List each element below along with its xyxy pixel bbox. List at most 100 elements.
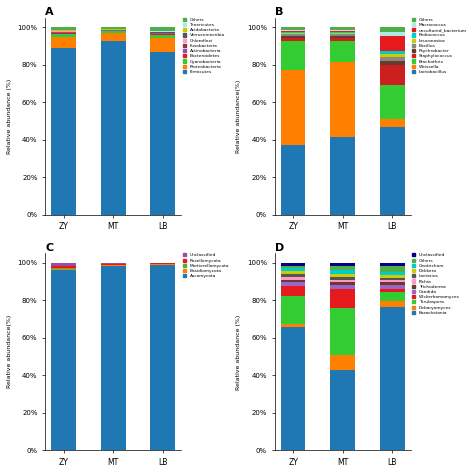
- Bar: [281, 31, 305, 32]
- Bar: [281, 146, 305, 215]
- Legend: Unclassified, Others, Geotrichum, Dekkera, Lactarius, Pichia, Trichoderma, Candi: Unclassified, Others, Geotrichum, Dekker…: [412, 253, 460, 315]
- Bar: [150, 36, 175, 38]
- Bar: [330, 283, 355, 285]
- Bar: [281, 33, 305, 34]
- Y-axis label: Relative abundance (%): Relative abundance (%): [236, 314, 241, 390]
- Bar: [330, 289, 355, 308]
- Bar: [52, 34, 76, 36]
- Bar: [281, 286, 305, 296]
- Bar: [281, 36, 305, 38]
- Bar: [281, 277, 305, 280]
- Bar: [380, 289, 404, 292]
- Text: A: A: [45, 7, 54, 17]
- Bar: [101, 265, 126, 266]
- Text: D: D: [274, 243, 284, 253]
- Bar: [101, 33, 126, 41]
- Y-axis label: Relative abundance (%): Relative abundance (%): [7, 79, 12, 154]
- Bar: [52, 32, 76, 33]
- Bar: [380, 32, 404, 36]
- Bar: [330, 285, 355, 289]
- Bar: [52, 36, 76, 48]
- Bar: [330, 277, 355, 280]
- Bar: [330, 31, 355, 32]
- Bar: [281, 32, 305, 33]
- Bar: [380, 278, 404, 280]
- Bar: [281, 324, 305, 328]
- Bar: [380, 57, 404, 61]
- Bar: [330, 38, 355, 41]
- Bar: [150, 31, 175, 32]
- Bar: [281, 274, 305, 277]
- Bar: [330, 274, 355, 277]
- Y-axis label: Relative abundance(%): Relative abundance(%): [236, 80, 241, 153]
- Bar: [330, 308, 355, 355]
- Bar: [150, 38, 175, 52]
- Bar: [52, 33, 76, 34]
- Bar: [281, 34, 305, 36]
- Bar: [380, 275, 404, 278]
- Bar: [281, 41, 305, 70]
- Bar: [52, 27, 76, 30]
- Bar: [330, 27, 355, 30]
- Bar: [380, 51, 404, 55]
- Bar: [281, 265, 305, 268]
- Bar: [101, 266, 126, 450]
- Bar: [380, 36, 404, 51]
- Bar: [52, 265, 76, 268]
- Bar: [281, 271, 305, 274]
- Bar: [101, 263, 126, 264]
- Bar: [330, 34, 355, 36]
- Bar: [281, 38, 305, 41]
- Legend: Unclassified, Rozellomycota, Mortierellomycota, Basidiomycota, Ascomycota: Unclassified, Rozellomycota, Mortierello…: [183, 253, 229, 278]
- Bar: [380, 119, 404, 127]
- Bar: [150, 35, 175, 36]
- Bar: [380, 307, 404, 450]
- Bar: [330, 266, 355, 270]
- Bar: [52, 269, 76, 270]
- Bar: [380, 85, 404, 119]
- Bar: [380, 283, 404, 285]
- Bar: [281, 296, 305, 324]
- Text: C: C: [45, 243, 54, 253]
- Bar: [380, 280, 404, 283]
- Bar: [150, 34, 175, 35]
- Bar: [380, 64, 404, 85]
- Bar: [281, 328, 305, 450]
- Bar: [380, 127, 404, 215]
- Bar: [150, 264, 175, 265]
- Bar: [380, 292, 404, 301]
- Bar: [380, 263, 404, 266]
- Bar: [330, 280, 355, 283]
- Bar: [380, 61, 404, 64]
- Bar: [101, 27, 126, 29]
- Bar: [52, 270, 76, 450]
- Bar: [281, 263, 305, 265]
- Bar: [101, 31, 126, 33]
- Bar: [52, 268, 76, 269]
- Bar: [101, 264, 126, 265]
- Bar: [281, 70, 305, 146]
- Legend: Others, Macrococcus, uncultured_bacterium, Pediococcus, Leuconostoc, Bacillus, P: Others, Macrococcus, uncultured_bacteriu…: [412, 18, 467, 74]
- Bar: [380, 301, 404, 307]
- Bar: [281, 283, 305, 286]
- Bar: [330, 41, 355, 62]
- Bar: [380, 285, 404, 289]
- Bar: [281, 268, 305, 271]
- Bar: [330, 137, 355, 215]
- Bar: [380, 272, 404, 275]
- Bar: [330, 370, 355, 450]
- Bar: [150, 263, 175, 264]
- Bar: [150, 27, 175, 31]
- Bar: [150, 52, 175, 215]
- Bar: [101, 30, 126, 31]
- Bar: [330, 30, 355, 31]
- Bar: [380, 266, 404, 272]
- Bar: [281, 280, 305, 283]
- Bar: [52, 48, 76, 215]
- Bar: [380, 55, 404, 57]
- Bar: [281, 30, 305, 31]
- Text: B: B: [274, 7, 283, 17]
- Bar: [281, 27, 305, 30]
- Bar: [380, 27, 404, 32]
- Y-axis label: Relative abundance(%): Relative abundance(%): [7, 315, 12, 389]
